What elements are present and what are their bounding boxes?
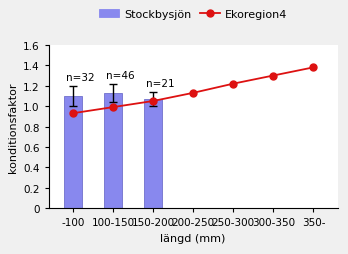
Text: n=46: n=46 (106, 70, 134, 80)
X-axis label: längd (mm): längd (mm) (160, 233, 226, 243)
Bar (64, 97, 82, 208)
Bar (104, 93, 122, 208)
Y-axis label: konditionsfaktor: konditionsfaktor (8, 82, 17, 172)
Bar (144, 100, 162, 208)
Text: n=32: n=32 (65, 72, 94, 82)
Legend: Stockbysjön, Ekoregion4: Stockbysjön, Ekoregion4 (95, 6, 291, 25)
Text: n=21: n=21 (146, 78, 174, 88)
